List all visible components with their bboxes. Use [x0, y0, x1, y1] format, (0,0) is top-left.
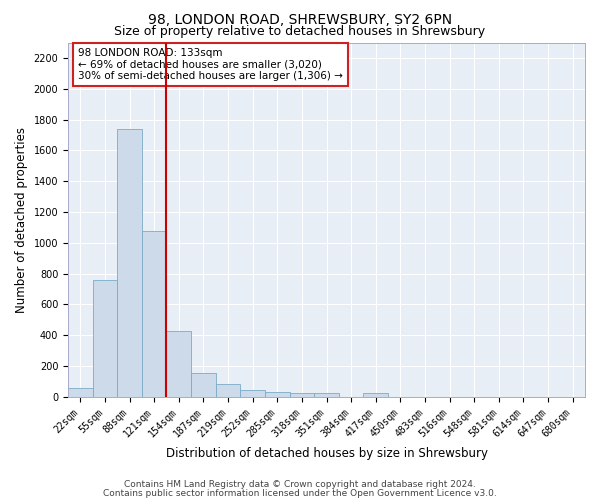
Bar	[241, 390, 265, 397]
Text: 98 LONDON ROAD: 133sqm
← 69% of detached houses are smaller (3,020)
30% of semi-: 98 LONDON ROAD: 133sqm ← 69% of detached…	[79, 48, 343, 81]
Text: Contains HM Land Registry data © Crown copyright and database right 2024.: Contains HM Land Registry data © Crown c…	[124, 480, 476, 489]
Text: Contains public sector information licensed under the Open Government Licence v3: Contains public sector information licen…	[103, 490, 497, 498]
Text: Size of property relative to detached houses in Shrewsbury: Size of property relative to detached ho…	[115, 25, 485, 38]
Bar	[68, 388, 92, 397]
Bar	[166, 330, 191, 397]
Bar	[191, 373, 216, 397]
Bar	[117, 129, 142, 397]
Bar	[142, 232, 166, 397]
Bar	[265, 392, 290, 397]
Bar	[364, 393, 388, 397]
Bar	[92, 280, 117, 397]
Text: 98, LONDON ROAD, SHREWSBURY, SY2 6PN: 98, LONDON ROAD, SHREWSBURY, SY2 6PN	[148, 12, 452, 26]
Bar	[314, 393, 339, 397]
Bar	[290, 393, 314, 397]
Y-axis label: Number of detached properties: Number of detached properties	[15, 126, 28, 312]
X-axis label: Distribution of detached houses by size in Shrewsbury: Distribution of detached houses by size …	[166, 447, 488, 460]
Bar	[216, 384, 241, 397]
